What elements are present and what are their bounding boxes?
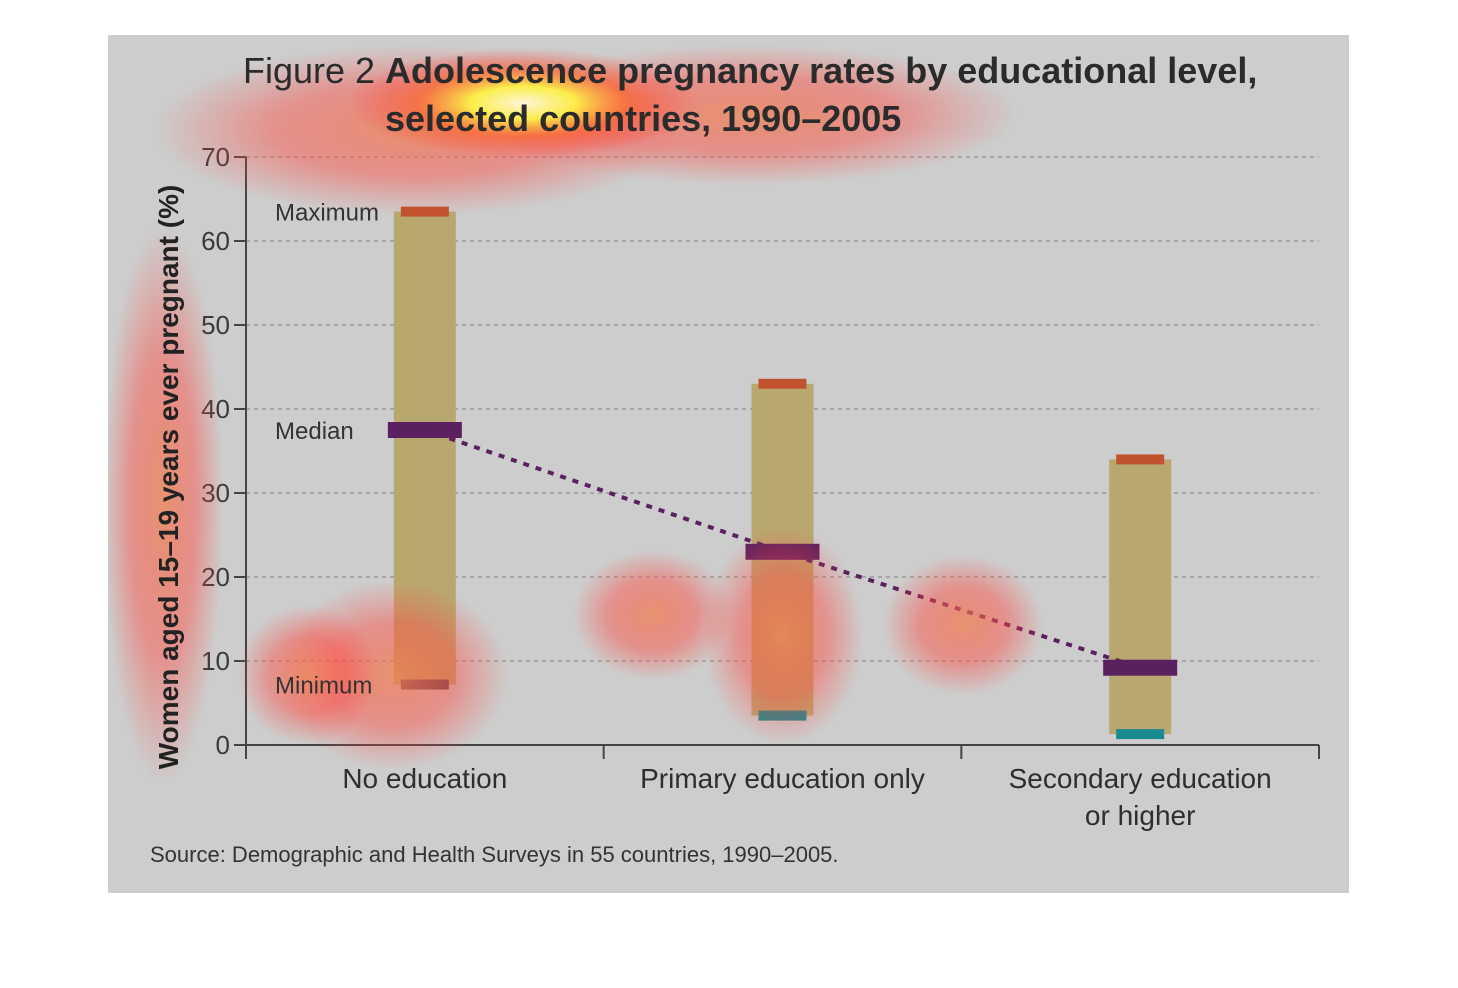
- marker-label: Median: [275, 418, 354, 445]
- x-category-label: No education: [342, 763, 507, 794]
- range-bar: [1109, 459, 1172, 735]
- minimum-marker: [1116, 729, 1165, 740]
- x-category-label: Primary education only: [640, 763, 925, 794]
- title-prefix: Figure 2: [243, 50, 375, 91]
- median-marker: [1103, 659, 1178, 676]
- maximum-marker: [1116, 454, 1165, 465]
- y-tick-label: 0: [216, 730, 230, 760]
- x-category-label: Secondary education: [1009, 763, 1272, 794]
- source-note: Source: Demographic and Health Surveys i…: [150, 842, 839, 867]
- marker-label: Minimum: [275, 673, 372, 700]
- y-tick-label: 60: [201, 226, 230, 256]
- marker-label: Maximum: [275, 200, 379, 227]
- x-category-label: or higher: [1085, 800, 1196, 831]
- median-marker: [387, 422, 462, 438]
- chart-title: Figure 2 Adolescence pregnancy rates by …: [243, 50, 1257, 139]
- marker-labels: Maximum Median Minimum: [275, 200, 379, 700]
- maximum-marker: [758, 378, 807, 389]
- y-axis-label: Women aged 15–19 years ever pregnant (%): [153, 185, 184, 770]
- title-line-2: selected countries, 1990–2005: [385, 98, 901, 139]
- title-line-1: Adolescence pregnancy rates by education…: [385, 50, 1257, 91]
- attention-heatmap-overlay: [108, 45, 1043, 785]
